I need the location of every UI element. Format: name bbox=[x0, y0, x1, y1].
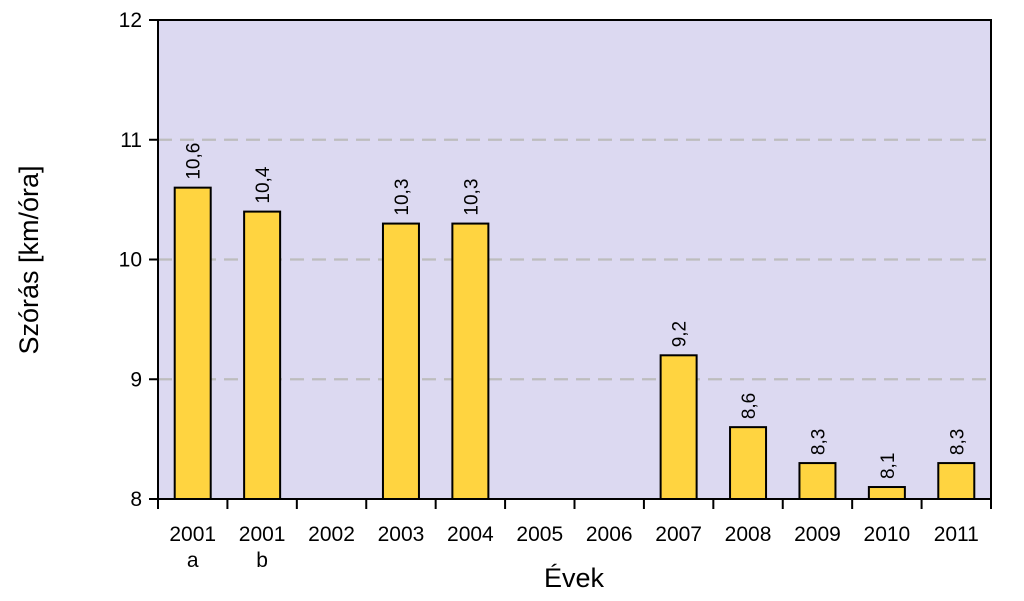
data-label: 9,2 bbox=[670, 321, 691, 347]
x-tick-label: 2009 bbox=[794, 523, 841, 546]
x-tick-label: 2005 bbox=[516, 523, 563, 546]
data-label: 8,6 bbox=[739, 393, 760, 419]
x-tick-label: 2001 bbox=[169, 523, 216, 546]
x-tick-label: 2001 bbox=[239, 523, 286, 546]
x-tick-label: 2010 bbox=[864, 523, 911, 546]
x-tick-sublabel: a bbox=[187, 549, 199, 572]
bar bbox=[867, 486, 906, 500]
y-axis-title: Szórás [km/óra] bbox=[14, 165, 44, 354]
bar bbox=[659, 354, 698, 500]
x-tick-label: 2011 bbox=[934, 523, 979, 546]
bar bbox=[381, 222, 420, 500]
x-tick-label: 2008 bbox=[725, 523, 772, 546]
x-tick-label: 2003 bbox=[378, 523, 425, 546]
data-label: 8,1 bbox=[878, 453, 899, 479]
data-label: 8,3 bbox=[808, 429, 829, 455]
x-axis-title: Évek bbox=[544, 563, 605, 593]
y-tick-label: 8 bbox=[130, 488, 142, 511]
x-tick-sublabel: b bbox=[256, 549, 268, 572]
x-tick-label: 2006 bbox=[586, 523, 633, 546]
bars-group: 10,6 10,4 10,3 10,3 9,2 8,6 8,3 8,1 8,3 bbox=[173, 143, 976, 501]
y-tick-label: 10 bbox=[119, 249, 142, 272]
y-tick-label: 9 bbox=[130, 368, 142, 391]
x-tick-label: 2002 bbox=[308, 523, 355, 546]
bar bbox=[173, 186, 212, 500]
x-tick-label: 2007 bbox=[655, 523, 702, 546]
bar bbox=[798, 462, 837, 501]
bar bbox=[937, 462, 976, 501]
y-tick-label: 12 bbox=[119, 9, 142, 32]
grid-lines bbox=[158, 138, 991, 381]
data-label: 10,4 bbox=[253, 166, 274, 203]
x-tick-label: 2004 bbox=[447, 523, 494, 546]
y-axis: 8 9 10 11 12 bbox=[119, 9, 158, 511]
data-label: 10,3 bbox=[392, 179, 413, 216]
bar bbox=[243, 210, 282, 500]
y-tick-label: 11 bbox=[120, 129, 142, 152]
bar bbox=[729, 426, 768, 500]
data-label: 10,3 bbox=[461, 179, 482, 216]
data-label: 8,3 bbox=[947, 429, 968, 455]
data-label: 10,6 bbox=[184, 143, 205, 180]
x-axis: 2001 a 2001 b 2002 2003 2004 2005 2006 2007 2008 20… bbox=[157, 499, 992, 572]
bar bbox=[451, 222, 490, 500]
